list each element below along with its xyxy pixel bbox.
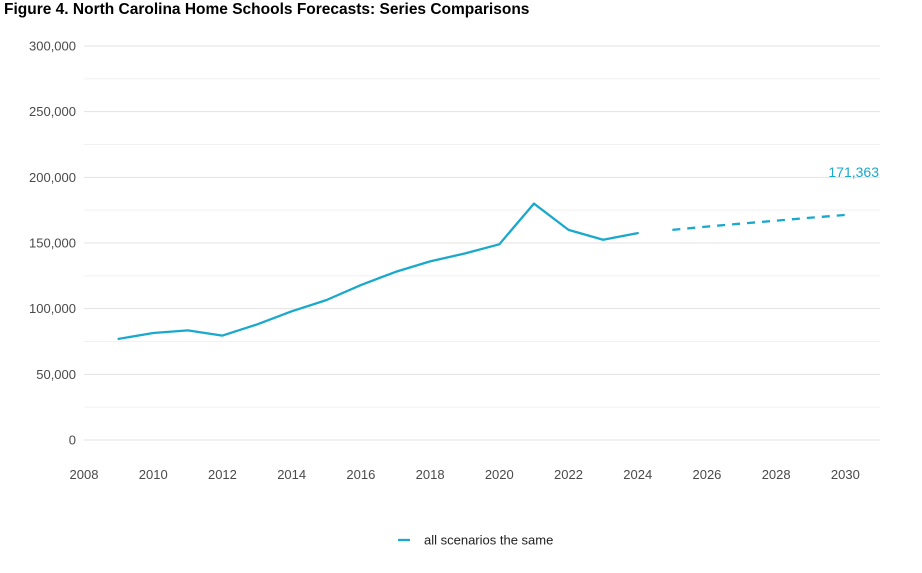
y-tick-label: 100,000: [29, 301, 76, 316]
x-tick-label: 2012: [208, 467, 237, 482]
x-tick-label: 2022: [554, 467, 583, 482]
series-forecast-line: [672, 213, 846, 232]
series-lines: 171,363: [117, 164, 879, 341]
legend: all scenarios the same: [398, 533, 553, 548]
y-axis-tick-labels: 0 50,000 100,000 150,000 200,000 250,000 300,0…: [29, 39, 76, 448]
x-tick-label: 2018: [416, 467, 445, 482]
x-tick-label: 2020: [485, 467, 514, 482]
x-tick-label: 2030: [831, 467, 860, 482]
y-tick-label: 150,000: [29, 236, 76, 251]
series-actual-line: [117, 202, 639, 341]
legend-label: all scenarios the same: [424, 533, 553, 548]
x-tick-label: 2026: [692, 467, 721, 482]
y-tick-label: 0: [69, 433, 76, 448]
x-tick-label: 2014: [277, 467, 306, 482]
x-tick-label: 2010: [139, 467, 168, 482]
minor-gridlines: [84, 78, 880, 408]
y-tick-label: 50,000: [36, 367, 76, 382]
end-value-label: 171,363: [828, 164, 879, 180]
major-gridlines: [84, 45, 880, 441]
y-tick-label: 200,000: [29, 170, 76, 185]
x-tick-label: 2024: [623, 467, 652, 482]
y-tick-label: 300,000: [29, 39, 76, 54]
x-tick-label: 2016: [346, 467, 375, 482]
x-tick-label: 2028: [762, 467, 791, 482]
x-tick-label: 2008: [70, 467, 99, 482]
x-axis-tick-labels: 2008 2010 2012 2014 2016 2018 2020 2022 2024 2026…: [70, 467, 860, 482]
y-tick-label: 250,000: [29, 104, 76, 119]
chart-title: Figure 4. North Carolina Home Schools Fo…: [4, 1, 530, 18]
